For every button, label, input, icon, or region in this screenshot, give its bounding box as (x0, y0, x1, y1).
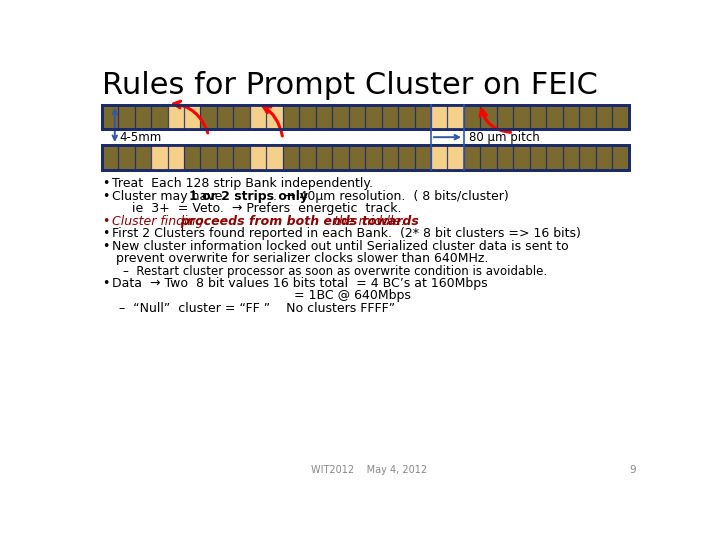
Text: Rules for Prompt Cluster on FEIC: Rules for Prompt Cluster on FEIC (102, 71, 598, 100)
Text: the middle.: the middle. (330, 214, 405, 228)
Text: New cluster information locked out until Serialized cluster data is sent to: New cluster information locked out until… (112, 240, 568, 253)
Bar (431, 105, 464, 130)
Text: 9: 9 (630, 465, 636, 475)
Bar (102, 105, 629, 130)
Bar (168, 105, 200, 130)
Bar (431, 145, 464, 170)
Text: ie  3+  = Veto.  → Prefers  energetic  track.: ie 3+ = Veto. → Prefers energetic track. (132, 202, 401, 215)
Text: •: • (102, 227, 109, 240)
Text: •: • (102, 240, 109, 253)
Text: Data  → Two  8 bit values 16 bits total  = 4 BC’s at 160Mbps: Data → Two 8 bit values 16 bits total = … (112, 277, 487, 290)
Text: Cluster finding: Cluster finding (112, 214, 207, 228)
Text: 80 μm pitch: 80 μm pitch (469, 131, 539, 144)
Text: Treat  Each 128 strip Bank independently.: Treat Each 128 strip Bank independently. (112, 177, 373, 190)
Text: .  → 40μm resolution.  ( 8 bits/cluster): . → 40μm resolution. ( 8 bits/cluster) (273, 190, 508, 202)
Text: •: • (102, 177, 109, 190)
Bar (102, 145, 629, 170)
Text: WIT2012    May 4, 2012: WIT2012 May 4, 2012 (311, 465, 427, 475)
Text: Cluster may have: Cluster may have (112, 190, 226, 202)
Text: –  Restart cluster processor as soon as overwrite condition is avoidable.: – Restart cluster processor as soon as o… (122, 265, 546, 278)
Text: 4-5mm: 4-5mm (120, 131, 162, 144)
Text: •: • (102, 214, 109, 228)
Text: •: • (102, 190, 109, 202)
Text: proceeds from both ends towards: proceeds from both ends towards (180, 214, 419, 228)
Text: First 2 Clusters found reported in each Bank.  (2* 8 bit clusters => 16 bits): First 2 Clusters found reported in each … (112, 227, 580, 240)
Bar (102, 145, 629, 170)
Bar (102, 105, 629, 130)
Text: 1 or 2 strips only: 1 or 2 strips only (189, 190, 308, 202)
Text: = 1BC @ 640Mbps: = 1BC @ 640Mbps (294, 289, 410, 302)
Text: prevent overwrite for serializer clocks slower than 640MHz.: prevent overwrite for serializer clocks … (117, 252, 489, 265)
Text: •: • (102, 277, 109, 290)
Bar (151, 145, 184, 170)
Bar (250, 145, 283, 170)
Bar (250, 105, 283, 130)
Text: –  “Null”  cluster = “FF ”    No clusters FFFF”: – “Null” cluster = “FF ” No clusters FFF… (120, 302, 395, 315)
